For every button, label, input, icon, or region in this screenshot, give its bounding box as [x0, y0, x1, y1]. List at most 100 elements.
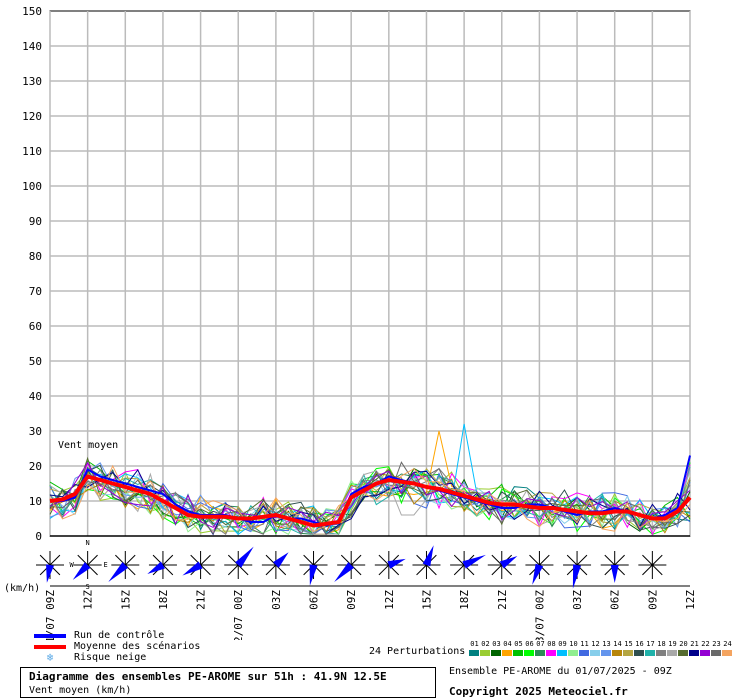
- x-tick-label: 03Z: [270, 590, 283, 610]
- wind-petal: [334, 562, 355, 582]
- perturbation-swatch: [513, 650, 523, 656]
- footer-title: Diagramme des ensembles PE-AROME sur 51h…: [29, 670, 387, 683]
- legend-mean-label: Moyenne des scénarios: [74, 641, 201, 652]
- y-tick-label: 40: [29, 390, 42, 403]
- wind-rose-icon: [638, 551, 667, 579]
- y-tick-label: 150: [22, 5, 42, 18]
- perturbation-number: 19: [668, 640, 677, 648]
- wind-rose-icon: [525, 551, 554, 585]
- x-tick-label: 09Z: [345, 590, 358, 610]
- x-tick-label: 02/07 00Z: [232, 590, 245, 640]
- wind-rose-icon: [600, 551, 629, 583]
- y-tick-label: 80: [29, 250, 42, 263]
- perturbation-swatch: [557, 650, 567, 656]
- x-axis-ticks: 01/07 09Z 12Z 15Z 18Z 21Z 02/07 00Z 03Z 06Z 09Z 1…: [44, 590, 697, 640]
- perturbation-swatch: [689, 650, 699, 656]
- perturbation-number: 06: [525, 640, 534, 648]
- y-tick-label: 120: [22, 110, 42, 123]
- wind-rose-icon: [147, 551, 177, 579]
- legend-snow: ❄ Risque neige: [34, 651, 200, 664]
- perturbation-number: 22: [701, 640, 710, 648]
- perturbation-number: 16: [635, 640, 644, 648]
- perturbation-number: 18: [657, 640, 666, 648]
- perturbation-number: 11: [580, 640, 589, 648]
- perturbation-swatch: [634, 650, 644, 656]
- perturbation-swatch: [700, 650, 710, 656]
- perturbation-swatch: [469, 650, 479, 656]
- legend-mean-swatch: [34, 644, 66, 649]
- rose-spoke: [642, 554, 663, 576]
- wind-rose-icon: [72, 551, 102, 580]
- y-tick-label: 70: [29, 285, 42, 298]
- y-tick-label: 0: [35, 530, 42, 543]
- y-tick-label: 10: [29, 495, 42, 508]
- wind-petal: [610, 565, 619, 583]
- chart-annotation: Vent moyen: [58, 440, 118, 451]
- wind-rose-icon: [299, 551, 328, 586]
- perturbation-number: 10: [569, 640, 578, 648]
- footer-subtitle: Vent moyen (km/h): [29, 685, 132, 696]
- perturbation-swatch: [546, 650, 556, 656]
- wind-rose-icon: [334, 551, 366, 582]
- perturbation-swatch: [568, 650, 578, 656]
- perturbation-number: 17: [646, 640, 655, 648]
- wind-petal: [108, 562, 129, 582]
- y-axis-ticks: 0 10 20 30 40 50 60 70 80 90 100 110 120 130 140 150: [22, 5, 42, 543]
- wind-ensemble-chart: 0 10 20 30 40 50 60 70 80 90 100 110 120 130 140 150 Ve…: [4, 5, 697, 640]
- wind-rose-icon: [36, 551, 64, 583]
- x-tick-label: 12Z: [684, 590, 697, 610]
- perturbation-number: 03: [492, 640, 501, 648]
- perturbation-swatch: [656, 650, 666, 656]
- y-tick-label: 110: [22, 145, 42, 158]
- perturbation-number: 01: [470, 640, 479, 648]
- legend-snow-label: Risque neige: [74, 652, 147, 663]
- x-tick-label: 18Z: [157, 590, 170, 610]
- perturbation-number: 13: [602, 640, 611, 648]
- wind-roses: N E S W: [36, 539, 690, 591]
- perturbation-swatch: [667, 650, 677, 656]
- x-tick-label: 21Z: [496, 590, 509, 610]
- x-tick-label: 03/07 00Z: [533, 590, 546, 640]
- wind-petal: [462, 554, 486, 569]
- wind-petal: [72, 562, 91, 580]
- wind-rose-icon: [182, 551, 215, 579]
- perturbation-number: 21: [690, 640, 699, 648]
- perturbation-swatch: [491, 650, 501, 656]
- wind-rose-icon: [487, 551, 518, 579]
- wind-petal: [147, 561, 165, 574]
- x-tick-label: 18Z: [458, 590, 471, 610]
- x-tick-label: 06Z: [308, 590, 321, 610]
- perturbation-swatch: [590, 650, 600, 656]
- compass-label-W: W: [70, 561, 75, 569]
- x-tick-label: 01/07 09Z: [44, 590, 57, 640]
- perturbation-number: 09: [558, 640, 567, 648]
- legend-control-swatch: [34, 633, 66, 638]
- perturbation-swatch: [612, 650, 622, 656]
- wind-rose-icon: [412, 545, 441, 579]
- wind-rose-icon: [261, 551, 290, 579]
- perturbation-swatch: [645, 650, 655, 656]
- legend: Run de contrôle Moyenne des scénarios ❄ …: [34, 630, 200, 664]
- perturbations-label: 24 Perturbations: [369, 646, 466, 657]
- wind-rose-icon: [374, 551, 406, 579]
- legend-control: Run de contrôle: [34, 630, 200, 641]
- perturbation-swatch: [711, 650, 721, 656]
- wind-rose-icon: [108, 551, 140, 582]
- wind-rose-icon: [563, 551, 592, 589]
- wind-rose-icon: [224, 546, 254, 579]
- perturbation-swatch: [524, 650, 534, 656]
- x-tick-label: 03Z: [571, 590, 584, 610]
- wind-petal: [309, 564, 318, 586]
- x-tick-label: 12Z: [383, 590, 396, 610]
- legend-mean: Moyenne des scénarios: [34, 641, 200, 652]
- rose-spoke: [303, 554, 324, 576]
- perturbation-number: 05: [514, 640, 523, 648]
- chart-series: [49, 455, 692, 528]
- perturbation-swatch: [623, 650, 633, 656]
- y-tick-label: 60: [29, 320, 42, 333]
- chart-grid: [49, 10, 691, 537]
- snowflake-icon: ❄: [46, 651, 54, 664]
- perturbation-number: 24: [723, 640, 732, 648]
- x-tick-label: 06Z: [609, 590, 622, 610]
- perturbation-swatch: [535, 650, 545, 656]
